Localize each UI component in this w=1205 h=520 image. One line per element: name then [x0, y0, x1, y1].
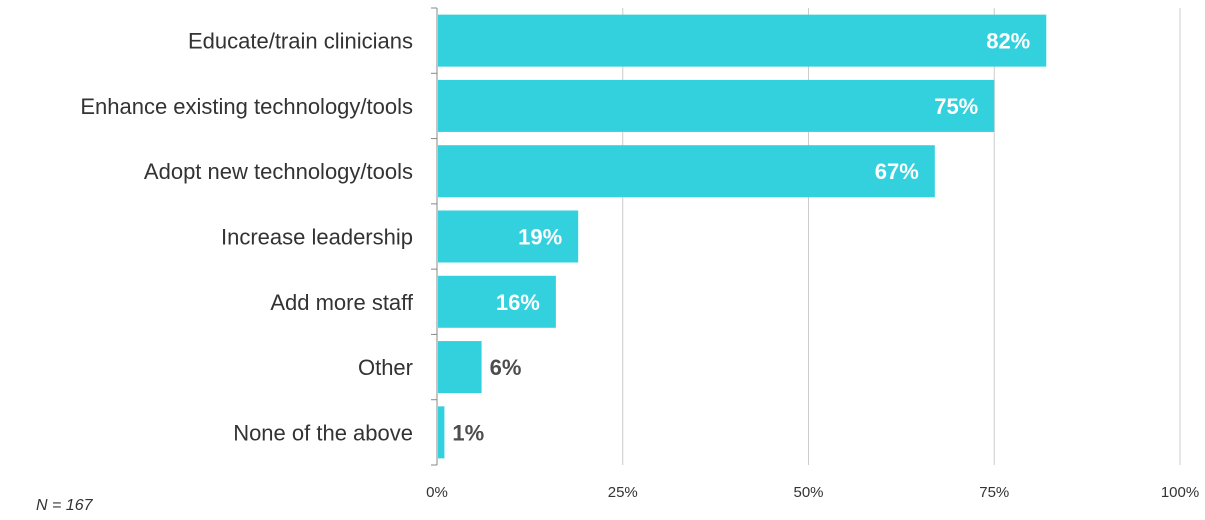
category-label: Enhance existing technology/tools	[80, 94, 413, 119]
x-tick-label: 0%	[426, 484, 448, 501]
value-label: 6%	[490, 355, 522, 380]
bar	[438, 210, 579, 263]
value-label: 1%	[452, 420, 484, 445]
category-label: Increase leadership	[221, 225, 413, 250]
bar	[438, 406, 445, 459]
x-tick-label: 75%	[979, 484, 1009, 501]
bar	[438, 145, 935, 198]
value-label: 82%	[986, 29, 1030, 54]
x-tick-label: 50%	[793, 484, 823, 501]
category-label: Add more staff	[270, 290, 414, 315]
value-label: 16%	[496, 290, 540, 315]
value-label: 75%	[934, 94, 978, 119]
bar	[438, 275, 556, 328]
category-label: Educate/train clinicians	[188, 29, 413, 54]
bars	[438, 14, 1047, 459]
bar	[438, 14, 1047, 67]
y-axis	[431, 7, 438, 466]
gridlines	[622, 8, 1181, 465]
category-label: None of the above	[233, 420, 413, 445]
x-tick-label: 25%	[608, 484, 638, 501]
sample-size-note: N = 167	[36, 497, 93, 514]
category-label: Adopt new technology/tools	[144, 159, 413, 184]
x-tick-label: 100%	[1161, 484, 1199, 501]
value-label: 19%	[518, 225, 562, 250]
category-label: Other	[358, 355, 413, 380]
labels: 0% 25% 50% 75% 100% Educate/train clinicians 8…	[80, 29, 1199, 501]
value-label: 67%	[875, 159, 919, 184]
bar	[438, 341, 482, 394]
bar	[438, 79, 995, 132]
